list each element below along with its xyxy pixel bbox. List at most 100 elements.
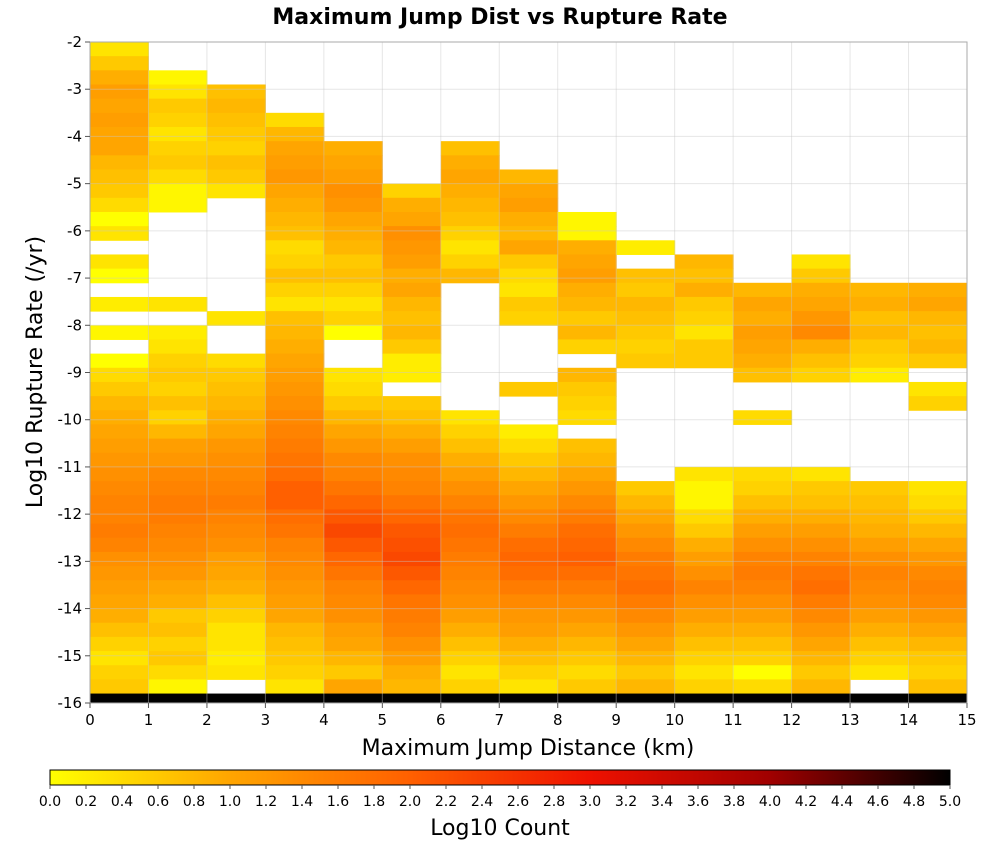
heatmap-cell	[206, 452, 266, 468]
heatmap-cell	[616, 608, 676, 624]
heatmap-cell	[148, 551, 208, 567]
heatmap-cell	[206, 183, 266, 199]
heatmap-cell	[850, 481, 910, 496]
heatmap-cell	[850, 651, 910, 666]
heatmap-cell	[148, 126, 208, 142]
y-tick-label: -13	[58, 552, 83, 570]
heatmap-cell	[382, 481, 442, 496]
colorbar-tick-label: 2.6	[507, 794, 529, 810]
heatmap-cell	[382, 367, 442, 383]
heatmap-cell	[206, 381, 266, 397]
heatmap-cell	[440, 594, 500, 610]
heatmap-cell	[908, 651, 968, 666]
heatmap-cell	[616, 481, 676, 496]
heatmap-cell	[850, 367, 910, 383]
heatmap-cell	[265, 325, 325, 340]
heatmap-cell	[616, 636, 676, 652]
heatmap-cell	[499, 226, 559, 241]
heatmap-cell	[908, 339, 968, 355]
heatmap-cell	[265, 410, 325, 425]
heatmap-cell	[148, 509, 208, 525]
heatmap-cell	[791, 509, 851, 525]
heatmap-cell	[616, 523, 676, 539]
heatmap-cell	[616, 325, 676, 340]
heatmap-cell	[440, 452, 500, 468]
heatmap-cell	[382, 665, 442, 680]
heatmap-cell	[90, 424, 149, 440]
heatmap-cell	[206, 155, 266, 170]
heatmap-cell	[616, 296, 676, 312]
y-tick-label: -9	[67, 364, 82, 382]
heatmap-cell	[323, 311, 383, 326]
heatmap-cell	[148, 481, 208, 496]
heatmap-cell	[265, 211, 325, 227]
heatmap-cell	[499, 169, 559, 185]
heatmap-cell	[265, 651, 325, 666]
heatmap-cell	[206, 112, 266, 128]
heatmap-cell	[382, 282, 442, 298]
heatmap-cell	[674, 594, 734, 610]
heatmap-cell	[148, 396, 208, 411]
heatmap-cell	[206, 410, 266, 425]
heatmap-cell	[499, 466, 559, 482]
heatmap-cell	[616, 537, 676, 553]
heatmap-cell	[382, 551, 442, 567]
heatmap-cell	[850, 495, 910, 510]
heatmap-cell	[148, 452, 208, 468]
heatmap-cell	[265, 693, 325, 704]
heatmap-cell	[265, 665, 325, 680]
heatmap-cell	[90, 169, 149, 185]
heatmap-cell	[206, 651, 266, 666]
x-tick-label: 0	[85, 711, 95, 729]
heatmap-cell	[148, 594, 208, 610]
heatmap-cell	[265, 311, 325, 326]
heatmap-cell	[733, 693, 793, 704]
heatmap-cell	[440, 141, 500, 156]
heatmap-cell	[382, 622, 442, 638]
heatmap-cell	[382, 211, 442, 227]
heatmap-cell	[908, 396, 968, 411]
heatmap-cell	[440, 580, 500, 595]
heatmap-cell	[265, 466, 325, 482]
heatmap-cell	[323, 141, 383, 156]
heatmap-cell	[148, 197, 208, 213]
heatmap-cell	[440, 481, 500, 496]
heatmap-cell	[557, 481, 617, 496]
heatmap-cell	[206, 169, 266, 185]
heatmap-cell	[148, 325, 208, 340]
heatmap-cell	[850, 509, 910, 525]
heatmap-cell	[90, 452, 149, 468]
heatmap-cell	[557, 339, 617, 355]
heatmap-cell	[265, 353, 325, 369]
heatmap-cell	[616, 566, 676, 581]
heatmap-cell	[908, 679, 968, 695]
heatmap-cell	[557, 665, 617, 680]
heatmap-cell	[90, 126, 149, 142]
colorbar-tick-label: 1.2	[255, 794, 277, 810]
y-axis-ticks: -2 -3 -4 -5 -6 -7 -8 -9 -10 -11 -12 -13 -14 -15 -16	[58, 33, 90, 712]
heatmap-cell	[90, 98, 149, 114]
heatmap-cell	[323, 155, 383, 170]
heatmap-cell	[499, 268, 559, 284]
heatmap-cell	[733, 622, 793, 638]
heatmap-cell	[499, 495, 559, 510]
heatmap-cell	[908, 325, 968, 340]
colorbar-tick-label: 4.2	[795, 794, 817, 810]
heatmap-cell	[206, 509, 266, 525]
heatmap-cell	[265, 679, 325, 695]
heatmap-cell	[382, 254, 442, 270]
heatmap-cell	[382, 325, 442, 340]
heatmap-cell	[557, 537, 617, 553]
y-tick-label: -8	[67, 316, 82, 334]
heatmap-cell	[440, 254, 500, 270]
heatmap-cell	[557, 495, 617, 510]
heatmap-cell	[148, 679, 208, 695]
heatmap-cell	[791, 622, 851, 638]
heatmap-cell	[90, 226, 149, 241]
heatmap-cell	[148, 693, 208, 704]
heatmap-cell	[148, 424, 208, 440]
heatmap-cell	[674, 481, 734, 496]
heatmap-cell	[206, 367, 266, 383]
heatmap-cell	[265, 424, 325, 440]
heatmap-cell	[323, 381, 383, 397]
